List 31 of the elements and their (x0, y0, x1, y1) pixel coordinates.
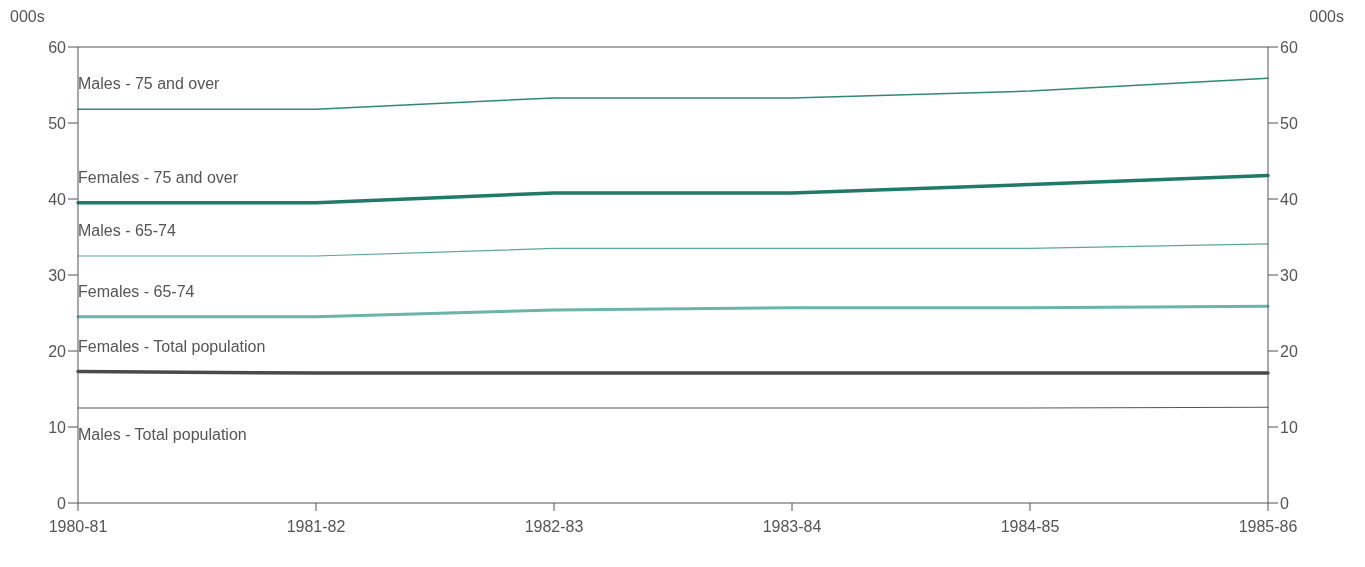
series-label: Males - 65-74 (78, 222, 176, 239)
y2-tick-label: 60 (1280, 38, 1298, 56)
y-axis-title: 000s (10, 8, 45, 26)
series-label: Males - 75 and over (78, 75, 221, 93)
x-tick-label: 1983-84 (762, 518, 822, 536)
y2-tick-label: 40 (1280, 190, 1298, 208)
y-tick-label: 60 (48, 38, 67, 56)
y-tick-label: 40 (48, 190, 67, 208)
series-label: Females - 65-74 (78, 282, 195, 300)
line-series (77, 77, 1269, 111)
y-tick-label: 20 (48, 342, 67, 360)
y2-tick-label: 20 (1280, 342, 1298, 360)
y2-tick-label: 50 (1280, 114, 1298, 132)
x-tick-label: 1984-85 (1000, 518, 1060, 536)
series-label: Females - Total population (78, 337, 266, 355)
y-tick-label: 0 (57, 494, 67, 512)
y2-tick-label: 10 (1280, 418, 1298, 436)
x-tick-label: 1981-82 (286, 518, 346, 536)
y2-tick-label: 30 (1280, 266, 1298, 284)
y-tick-label: 50 (48, 114, 67, 132)
x-tick-label: 1980-81 (48, 518, 108, 536)
y2-axis-title: 000s (1309, 8, 1344, 26)
series-label: Males - Total population (78, 426, 247, 443)
x-tick-label: 1985-86 (1238, 518, 1298, 536)
line-series (76, 173, 1270, 205)
y2-tick-label: 0 (1280, 494, 1289, 512)
y-tick-label: 30 (48, 266, 67, 284)
y-tick-label: 10 (48, 418, 67, 436)
x-tick-label: 1982-83 (524, 518, 584, 536)
line-series (76, 304, 1270, 319)
series-label: Females - 75 and over (78, 168, 239, 186)
